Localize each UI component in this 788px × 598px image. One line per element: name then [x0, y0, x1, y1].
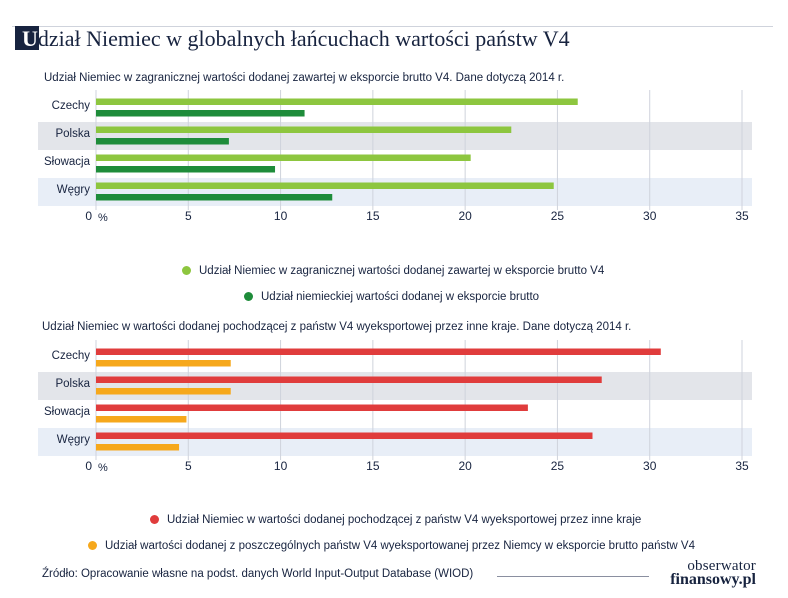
chart2-tick-label: 0 [85, 459, 92, 473]
chart1-tick-label: 15 [366, 209, 380, 223]
chart1-bar-węgry-s2 [96, 194, 333, 201]
footer-rule [497, 576, 649, 577]
chart1-legend-label-2: Udział niemieckiej wartości dodanej w ek… [261, 291, 540, 303]
chart2-category-label: Polska [55, 378, 90, 390]
chart1-band-3 [38, 178, 752, 206]
legend-dot-red [150, 515, 159, 524]
title-text: dział Niemiec w globalnych łańcuchach wa… [37, 26, 570, 51]
chart1-title: Udział Niemiec w zagranicznej wartości d… [44, 72, 565, 84]
publisher-logo: obserwator finansowy.pl [658, 558, 756, 588]
chart2-plot: Czechy Polska Słowacja Węgry 0 5 10 15 20 25 30 35% [38, 340, 752, 474]
chart1-bar-węgry-s1 [96, 182, 554, 189]
chart2-title: Udział Niemiec w wartości dodanej pochod… [42, 321, 632, 333]
chart1-legend-item-1: Udział Niemiec w zagranicznej wartości d… [182, 265, 604, 277]
chart1-tick-label: 20 [458, 209, 472, 223]
chart1-category-label: Czechy [52, 100, 91, 112]
chart1-bar-czechy-s2 [96, 110, 305, 117]
header-rule [12, 26, 773, 51]
chart1-category-label: Słowacja [44, 156, 91, 168]
chart1-tick-label: 30 [643, 209, 657, 223]
chart2-tick-label: 35 [735, 459, 749, 473]
chart2-tick-label: 5 [185, 459, 192, 473]
chart2-tick-label: 15 [366, 459, 380, 473]
chart1-tick-label: 10 [274, 209, 288, 223]
chart2-legend-label-2: Udział wartości dodanej z poszczególnych… [105, 540, 695, 552]
chart2-legend-label-1: Udział Niemiec w wartości dodanej pochod… [167, 514, 642, 526]
chart2-tick-label: 10 [274, 459, 288, 473]
title-initial-badge [15, 26, 39, 50]
chart2-bar-czechy-s1 [96, 348, 661, 355]
logo-line-1: obserwator [687, 558, 756, 574]
legend-dot-dark-green [244, 292, 253, 301]
chart2-band-1 [38, 372, 752, 400]
chart2-category-label: Słowacja [44, 406, 91, 418]
chart1-category-label: Polska [55, 128, 90, 140]
chart1-unit-label: % [98, 212, 108, 224]
chart2-tick-label: 25 [551, 459, 565, 473]
chart1-tick-label: 35 [735, 209, 749, 223]
chart2-category-label: Węgry [57, 434, 90, 446]
chart1-tick-label: 25 [551, 209, 565, 223]
chart1-plot: Czechy Polska Słowacja Węgry 0 5 10 15 20 25 30 35% [38, 90, 752, 224]
chart2-legend-item-2: Udział wartości dodanej z poszczególnych… [88, 540, 695, 552]
chart1-tick-label: 0 [85, 209, 92, 223]
chart1-bar-słowacja-s1 [96, 154, 471, 161]
chart2-bar-czechy-s2 [96, 360, 231, 367]
chart2-tick-label: 30 [643, 459, 657, 473]
chart2-legend-item-1: Udział Niemiec w wartości dodanej pochod… [150, 514, 641, 526]
title-initial-letter: U [22, 26, 38, 51]
chart2-band-3 [38, 428, 752, 456]
chart2-bar-węgry-s2 [96, 444, 180, 451]
chart1-bar-polska-s1 [96, 126, 512, 133]
legend-dot-light-green [182, 266, 191, 275]
chart2-category-label: Czechy [52, 350, 91, 362]
chart2-bar-węgry-s1 [96, 432, 593, 439]
chart2-bar-słowacja-s2 [96, 416, 187, 423]
chart1-bar-polska-s2 [96, 138, 229, 145]
chart1-category-label: Węgry [57, 184, 90, 196]
legend-dot-orange [88, 541, 97, 550]
chart1-bar-słowacja-s2 [96, 166, 276, 173]
chart2-unit-label: % [98, 462, 108, 474]
chart2-bar-słowacja-s1 [96, 404, 528, 411]
chart1-bar-czechy-s1 [96, 98, 578, 105]
chart1-band-1 [38, 122, 752, 150]
chart2-bar-polska-s1 [96, 376, 602, 383]
chart1-legend-label-1: Udział Niemiec w zagranicznej wartości d… [199, 265, 605, 277]
chart2-tick-label: 20 [458, 459, 472, 473]
chart1-tick-label: 5 [185, 209, 192, 223]
chart1-legend-item-2: Udział niemieckiej wartości dodanej w ek… [244, 291, 539, 303]
page-title: Udział Niemiec w globalnych łańcuchach w… [22, 26, 570, 52]
logo-line-2: finansowy.pl [670, 571, 756, 588]
source-note: Źródło: Opracowanie własne na podst. dan… [42, 568, 474, 580]
chart2-bar-polska-s2 [96, 388, 231, 395]
